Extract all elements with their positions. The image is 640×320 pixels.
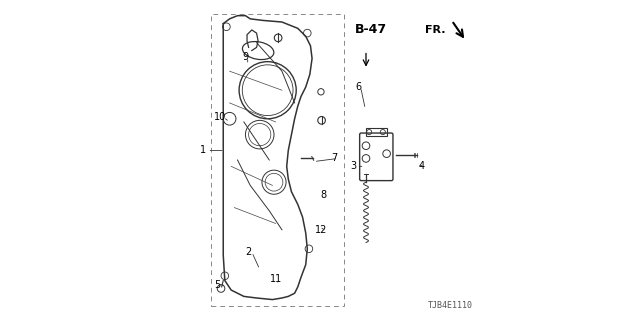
Text: B-47: B-47 xyxy=(355,23,387,36)
Text: 9: 9 xyxy=(243,52,248,62)
Text: 12: 12 xyxy=(316,225,328,235)
Text: 6: 6 xyxy=(355,82,361,92)
Text: 7: 7 xyxy=(331,153,337,164)
Text: TJB4E1110: TJB4E1110 xyxy=(428,301,472,310)
Text: 2: 2 xyxy=(246,247,252,257)
Text: 3: 3 xyxy=(350,161,356,171)
Text: 8: 8 xyxy=(320,190,326,200)
Text: FR.: FR. xyxy=(425,25,445,35)
Text: 10: 10 xyxy=(214,112,226,122)
Text: 1: 1 xyxy=(200,146,205,156)
Bar xyxy=(366,128,387,136)
Bar xyxy=(211,14,344,306)
Text: 11: 11 xyxy=(269,274,282,284)
Text: 4: 4 xyxy=(419,161,424,171)
Text: 5: 5 xyxy=(214,280,220,290)
